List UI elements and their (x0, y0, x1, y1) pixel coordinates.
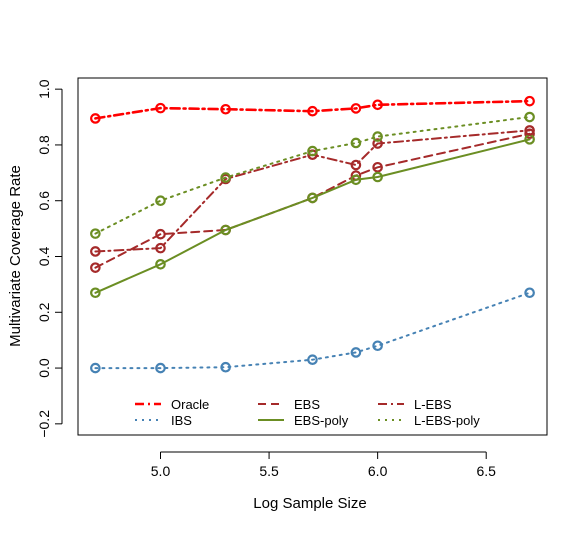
data-point-ibs (155, 362, 166, 374)
data-point-l-ebs-poly (155, 195, 166, 207)
legend-label-oracle: Oracle (171, 397, 209, 412)
y-axis-title: Multivariate Coverage Rate (7, 165, 24, 347)
data-point-ebs-poly (155, 259, 166, 270)
data-point-l-ebs-poly (524, 111, 535, 123)
data-point-ebs-poly (220, 224, 231, 236)
series-line-l-ebs-poly (94, 116, 531, 235)
y-tick-label: 1.0 (36, 79, 52, 99)
data-point-l-ebs (350, 159, 362, 171)
data-point-l-ebs-poly (307, 145, 318, 157)
data-point-ebs-poly (90, 287, 101, 299)
data-point-l-ebs-poly (372, 131, 383, 142)
data-point-ibs (350, 347, 362, 358)
data-point-oracle (155, 102, 166, 114)
x-tick-label: 6.5 (476, 463, 496, 479)
legend-label-l-ebs-poly: L-EBS-poly (414, 413, 480, 428)
data-point-oracle (372, 99, 383, 111)
data-point-oracle (350, 103, 362, 114)
data-point-oracle (307, 105, 318, 117)
y-tick-label: 0.2 (36, 302, 52, 322)
y-tick-label: 0.6 (36, 191, 52, 211)
plot-frame (77, 77, 548, 436)
series-line-oracle (94, 99, 531, 120)
data-point-ebs (155, 228, 166, 240)
series-layer (90, 95, 535, 374)
legend-label-ibs: IBS (171, 413, 192, 428)
data-point-ebs-poly (372, 171, 383, 183)
data-point-l-ebs-poly (90, 228, 101, 239)
y-axis: −0.2 0.0 0.2 0.4 0.6 0.8 1.0 (36, 79, 63, 438)
x-tick-label: 5.0 (151, 463, 171, 479)
data-point-ebs (372, 161, 383, 173)
y-tick-label: 0.8 (36, 135, 52, 155)
data-point-l-ebs-poly (220, 172, 231, 183)
y-tick-label: 0.0 (36, 358, 52, 378)
data-point-ebs (90, 262, 101, 273)
data-point-ibs (372, 340, 383, 352)
legend-label-ebs-poly: EBS-poly (294, 413, 349, 428)
data-point-l-ebs (90, 246, 101, 257)
data-point-l-ebs-poly (350, 137, 362, 149)
x-tick-label: 6.0 (368, 463, 388, 479)
data-point-ibs (220, 361, 231, 373)
data-point-ebs-poly (307, 192, 318, 204)
data-point-oracle (524, 95, 535, 107)
y-tick-label: −0.2 (36, 410, 52, 438)
x-axis-title: Log Sample Size (253, 495, 366, 512)
data-point-l-ebs (524, 125, 535, 136)
series-line-ebs (94, 132, 531, 269)
series-line-ibs (94, 291, 531, 370)
x-axis: 5.0 5.5 6.0 6.5 (151, 451, 496, 479)
data-point-ebs-poly (350, 174, 362, 186)
data-point-oracle (220, 103, 231, 115)
data-point-ibs (524, 287, 535, 299)
y-tick-label: 0.4 (36, 247, 52, 267)
data-point-ibs (90, 362, 101, 374)
data-point-l-ebs (372, 138, 383, 149)
data-point-l-ebs (155, 242, 166, 254)
legend-label-l-ebs: L-EBS (414, 397, 452, 412)
series-line-ebs-poly (94, 138, 531, 294)
data-point-ibs (307, 354, 318, 365)
legend-label-ebs: EBS (294, 397, 320, 412)
data-point-oracle (90, 113, 101, 124)
x-tick-label: 5.5 (259, 463, 279, 479)
